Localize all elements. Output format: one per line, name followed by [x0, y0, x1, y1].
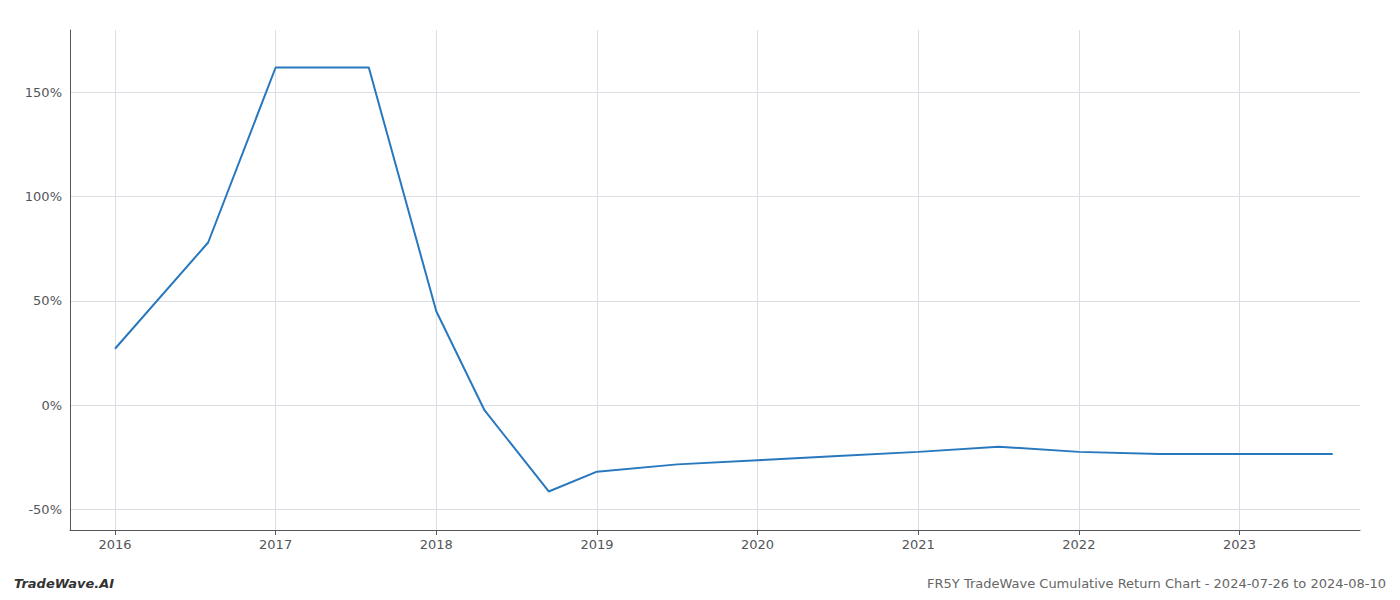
svg-text:TradeWave.AI: TradeWave.AI: [14, 576, 114, 591]
svg-text:2020: 2020: [741, 537, 774, 552]
svg-text:2022: 2022: [1062, 537, 1095, 552]
svg-text:100%: 100%: [25, 189, 62, 204]
svg-text:2023: 2023: [1223, 537, 1256, 552]
svg-text:0%: 0%: [41, 398, 62, 413]
svg-text:2016: 2016: [98, 537, 131, 552]
svg-text:2018: 2018: [420, 537, 453, 552]
svg-text:150%: 150%: [25, 85, 62, 100]
svg-text:-50%: -50%: [28, 502, 62, 517]
svg-text:50%: 50%: [33, 293, 62, 308]
svg-text:FR5Y TradeWave Cumulative Retu: FR5Y TradeWave Cumulative Return Chart -…: [927, 576, 1386, 591]
svg-text:2021: 2021: [902, 537, 935, 552]
svg-text:2019: 2019: [580, 537, 613, 552]
svg-text:2017: 2017: [259, 537, 292, 552]
